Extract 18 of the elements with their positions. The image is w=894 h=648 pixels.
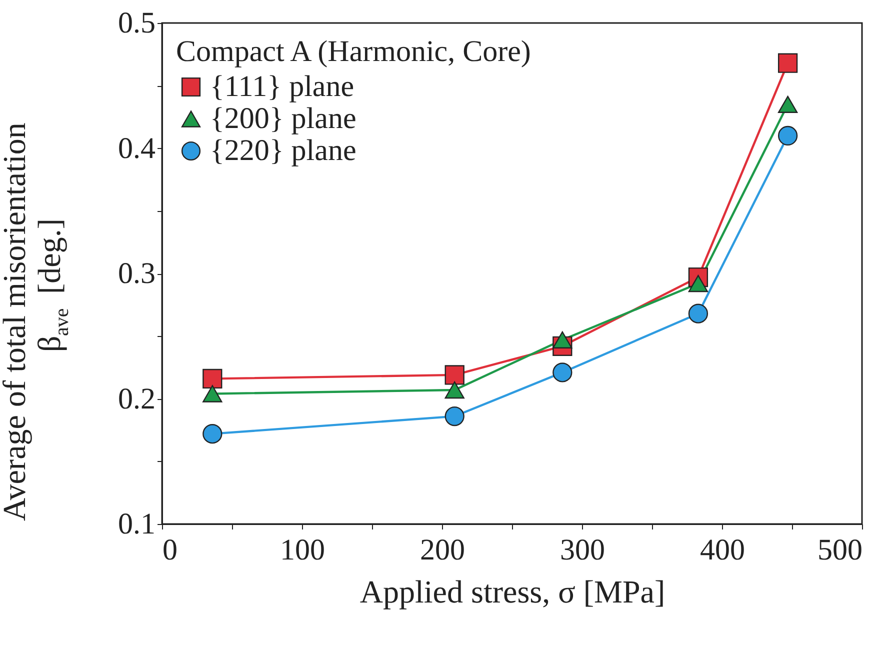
legend-label: {111} plane bbox=[210, 70, 354, 103]
y-tick-label: 0.3 bbox=[118, 257, 156, 290]
x-axis-title: Applied stress, σ [MPa] bbox=[360, 574, 666, 610]
y-tick-label: 0.4 bbox=[118, 132, 156, 165]
legend-label: {220} plane bbox=[210, 134, 356, 167]
x-tick-label: 100 bbox=[280, 534, 325, 566]
x-tick-label: 300 bbox=[560, 534, 605, 566]
legend-title: Compact A (Harmonic, Core) bbox=[176, 35, 531, 68]
y-tick-label: 0.1 bbox=[118, 508, 156, 540]
legend-label: {200} plane bbox=[210, 102, 356, 135]
y-tick-label: 0.2 bbox=[118, 382, 156, 416]
x-tick-label: 500 bbox=[818, 534, 862, 566]
x-tick-label: 0 bbox=[162, 534, 178, 566]
x-tick-label: 200 bbox=[420, 534, 465, 566]
text: Average of total misorientation bbox=[0, 122, 32, 521]
x-tick-label: 400 bbox=[700, 534, 745, 566]
y-tick-label: 0.5 bbox=[118, 6, 156, 40]
text: βave [deg.] bbox=[31, 218, 73, 352]
